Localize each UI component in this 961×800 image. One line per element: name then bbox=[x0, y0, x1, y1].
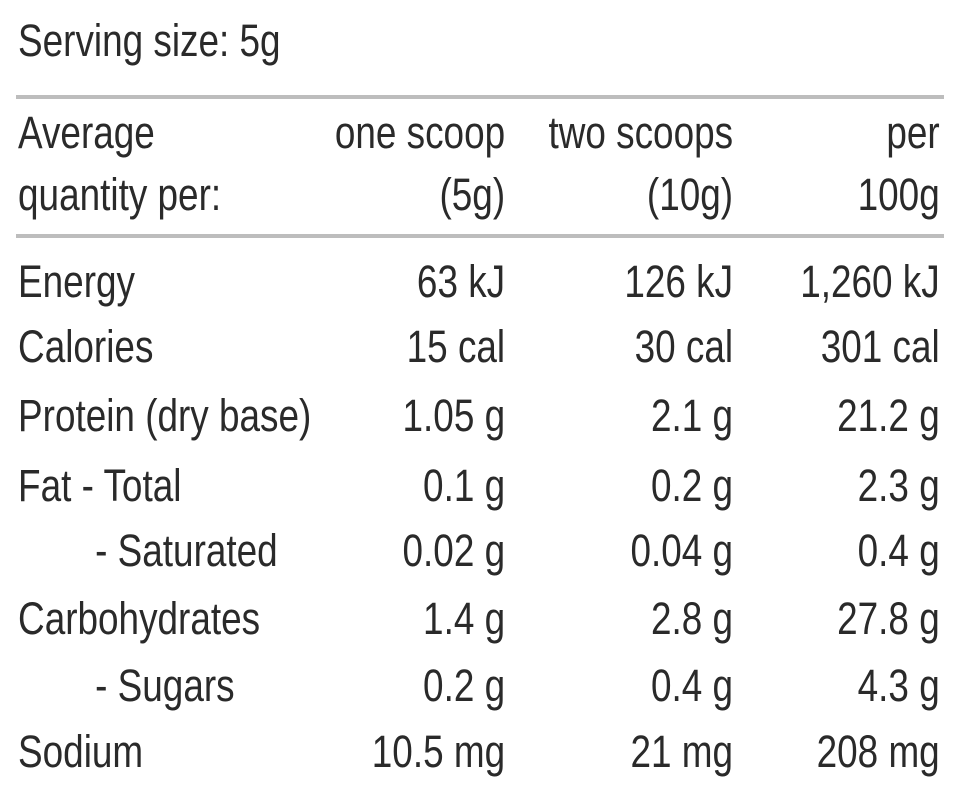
row-value-two-scoops: 2.8 g bbox=[651, 593, 734, 644]
top-divider bbox=[16, 95, 944, 99]
row-value-one-scoop: 1.05 g bbox=[402, 390, 506, 441]
row-value-two-scoops: 2.1 g bbox=[651, 390, 734, 441]
row-value-one-scoop: 10.5 mg bbox=[371, 726, 506, 777]
row-value-two-scoops: 21 mg bbox=[630, 726, 734, 777]
row-label: Carbohydrates bbox=[18, 593, 261, 644]
row-value-per-100g: 208 mg bbox=[816, 726, 940, 777]
header-col2-2: (10g) bbox=[646, 169, 734, 220]
row-value-one-scoop: 0.2 g bbox=[423, 660, 506, 711]
row-value-per-100g: 4.3 g bbox=[857, 660, 940, 711]
row-label: Calories bbox=[18, 321, 154, 372]
row-value-per-100g: 1,260 kJ bbox=[800, 256, 940, 307]
row-label: Protein (dry base) bbox=[18, 390, 312, 441]
row-value-one-scoop: 1.4 g bbox=[423, 593, 506, 644]
row-value-one-scoop: 0.02 g bbox=[402, 525, 506, 576]
row-value-per-100g: 27.8 g bbox=[837, 593, 940, 644]
row-label: - Sugars bbox=[95, 660, 235, 711]
header-col2-1: two scoops bbox=[548, 107, 734, 158]
row-value-two-scoops: 0.4 g bbox=[651, 660, 734, 711]
row-label: Fat - Total bbox=[18, 460, 182, 511]
header-col3-2: 100g bbox=[857, 169, 940, 220]
row-value-per-100g: 21.2 g bbox=[837, 390, 940, 441]
header-col3-1: per bbox=[886, 107, 940, 158]
header-label-2: quantity per: bbox=[18, 169, 222, 220]
row-value-per-100g: 2.3 g bbox=[857, 460, 940, 511]
row-value-two-scoops: 0.04 g bbox=[630, 525, 734, 576]
row-label: - Saturated bbox=[95, 525, 278, 576]
row-value-two-scoops: 30 cal bbox=[634, 321, 734, 372]
header-divider bbox=[16, 234, 944, 238]
header-col1-2: (5g) bbox=[439, 169, 506, 220]
serving-size: Serving size: 5g bbox=[18, 15, 281, 66]
row-value-two-scoops: 126 kJ bbox=[624, 256, 734, 307]
header-col1-1: one scoop bbox=[334, 107, 506, 158]
row-label: Energy bbox=[18, 256, 135, 307]
row-label: Sodium bbox=[18, 726, 144, 777]
row-value-one-scoop: 63 kJ bbox=[416, 256, 506, 307]
row-value-one-scoop: 0.1 g bbox=[423, 460, 506, 511]
header-label-1: Average bbox=[18, 107, 155, 158]
row-value-per-100g: 301 cal bbox=[820, 321, 940, 372]
row-value-two-scoops: 0.2 g bbox=[651, 460, 734, 511]
row-value-per-100g: 0.4 g bbox=[857, 525, 940, 576]
row-value-one-scoop: 15 cal bbox=[406, 321, 506, 372]
